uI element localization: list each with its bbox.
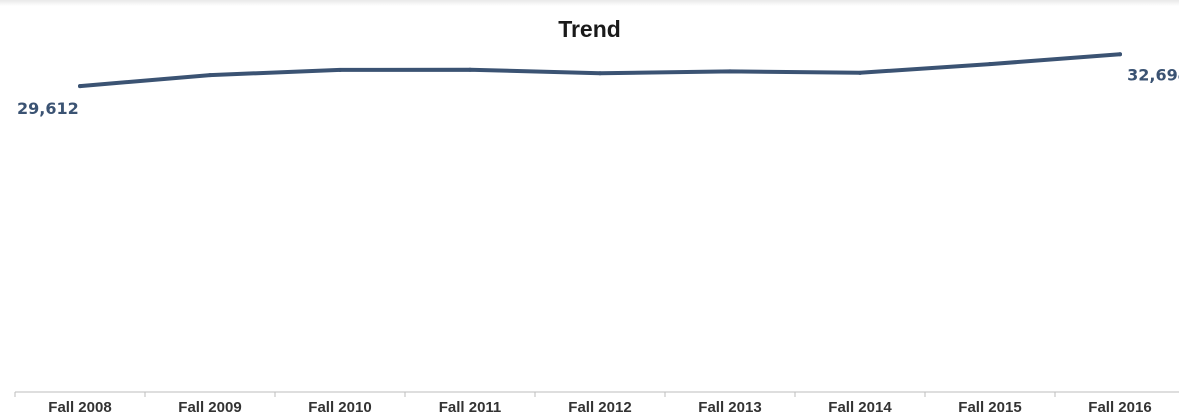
- data-point: [988, 62, 992, 67]
- data-label: 29,612: [17, 99, 79, 118]
- data-point: [598, 71, 602, 76]
- x-tick-label: Fall 2013: [698, 399, 761, 416]
- data-point: [78, 84, 82, 89]
- series-line: [78, 52, 1122, 89]
- x-tick-label: Fall 2010: [308, 399, 371, 416]
- data-labels: 29,612 32,694: [17, 65, 1179, 118]
- top-border: [0, 0, 1179, 6]
- data-point: [858, 70, 862, 75]
- data-point: [728, 69, 732, 74]
- x-axis-ticks: [14, 392, 1056, 397]
- series-layer: [78, 52, 1122, 89]
- data-point: [338, 67, 342, 72]
- data-point: [468, 67, 472, 72]
- x-tick-label: Fall 2008: [48, 399, 111, 416]
- x-axis-labels: Fall 2008 Fall 2009 Fall 2010 Fall 2011 Fall…: [48, 399, 1151, 416]
- x-tick-label: Fall 2015: [958, 399, 1021, 416]
- x-tick-label: Fall 2009: [178, 399, 241, 416]
- x-tick-label: Fall 2014: [828, 399, 892, 416]
- x-tick-label: Fall 2011: [439, 399, 502, 416]
- data-label: 32,694: [1127, 65, 1179, 84]
- x-tick-label: Fall 2016: [1088, 399, 1151, 416]
- chart-title: Trend: [558, 16, 621, 42]
- data-point: [1118, 52, 1122, 57]
- x-tick-label: Fall 2012: [568, 399, 631, 416]
- data-point: [208, 73, 212, 78]
